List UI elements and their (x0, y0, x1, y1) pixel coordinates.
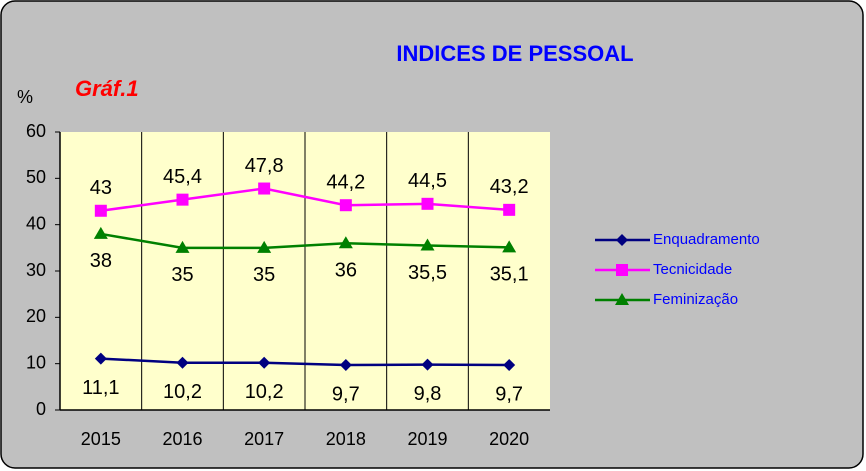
chart-title: INDICES DE PESSOAL (396, 41, 633, 66)
y-tick-label: 20 (26, 306, 46, 326)
x-tick-label: 2017 (244, 429, 284, 449)
data-point (420, 238, 435, 251)
data-point (258, 356, 271, 369)
legend-label: Enquadramento (653, 231, 760, 248)
data-point (503, 203, 516, 216)
x-tick-label: 2018 (326, 429, 366, 449)
y-tick-label: 30 (26, 260, 46, 280)
legend-marker (616, 264, 628, 276)
data-label: 35,5 (408, 262, 447, 284)
data-point (502, 240, 517, 253)
legend-label: Tecnicidade (653, 261, 732, 278)
data-point (421, 197, 434, 210)
series-line (100, 187, 510, 213)
data-label: 10,2 (163, 381, 202, 403)
data-label: 35 (253, 264, 275, 286)
data-label: 45,4 (163, 166, 202, 188)
data-point (175, 240, 190, 253)
y-axis-label: % (17, 87, 33, 107)
y-tick-label: 60 (26, 121, 46, 141)
data-point (176, 193, 189, 206)
data-label: 11,1 (82, 377, 119, 399)
data-point (421, 358, 434, 371)
x-tick-label: 2019 (407, 429, 447, 449)
legend-marker (616, 234, 628, 246)
data-point (258, 182, 271, 195)
data-label: 35,1 (490, 264, 529, 286)
data-label: 9,7 (332, 383, 360, 405)
y-tick-label: 50 (26, 167, 46, 187)
data-label: 36 (335, 259, 357, 281)
series-line (100, 232, 510, 250)
legend-label: Feminização (653, 291, 738, 308)
x-tick-label: 2016 (162, 429, 202, 449)
data-label: 43 (90, 177, 112, 199)
chart-subtitle: Gráf.1 (75, 76, 139, 101)
data-point (339, 359, 352, 372)
series-line (100, 357, 510, 367)
y-tick-label: 40 (26, 213, 46, 233)
data-point (93, 226, 108, 239)
data-label: 10,2 (245, 381, 284, 403)
data-label: 44,5 (408, 170, 447, 192)
data-label: 38 (90, 250, 112, 272)
legend-marker (615, 293, 629, 305)
y-tick-label: 10 (26, 352, 46, 372)
data-point (338, 236, 353, 249)
data-point (176, 356, 189, 369)
data-label: 9,8 (414, 383, 442, 405)
data-point (503, 359, 516, 372)
data-label: 47,8 (245, 155, 284, 177)
x-tick-label: 2015 (81, 429, 121, 449)
data-point (339, 199, 352, 212)
data-label: 35 (171, 264, 193, 286)
data-point (94, 352, 107, 365)
data-point (94, 204, 107, 217)
y-tick-label: 0 (36, 399, 46, 419)
data-label: 44,2 (326, 171, 365, 193)
data-label: 43,2 (490, 176, 529, 198)
data-point (257, 240, 272, 253)
x-tick-label: 2020 (489, 429, 529, 449)
data-label: 9,7 (495, 383, 523, 405)
